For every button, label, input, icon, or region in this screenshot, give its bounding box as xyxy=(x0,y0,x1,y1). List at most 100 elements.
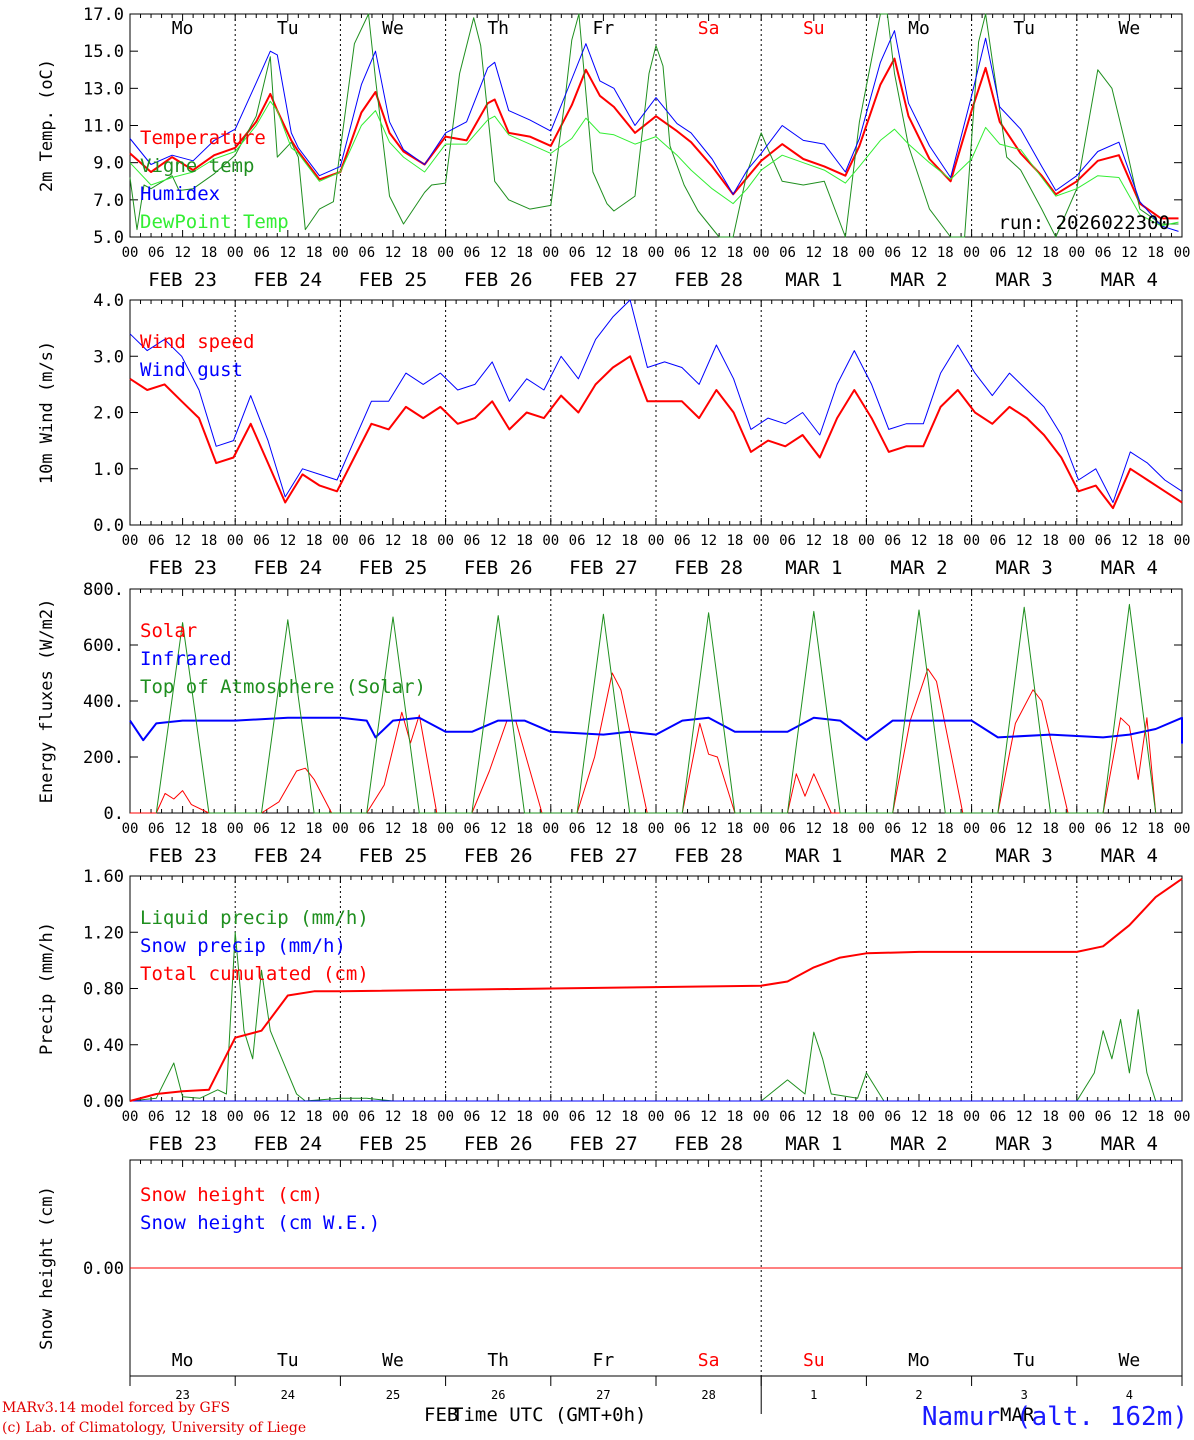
y-axis-label: Snow height (cm) xyxy=(37,1186,57,1350)
hour-tick-label: 06 xyxy=(884,821,901,837)
y-tick-label: 11.0 xyxy=(83,117,124,137)
hour-tick-label: 00 xyxy=(1174,533,1191,549)
day-name: Tu xyxy=(277,1350,299,1371)
legend-entry: Liquid precip (mm/h) xyxy=(140,907,369,929)
hour-tick-label: 12 xyxy=(490,1109,507,1125)
hour-tick-label: 06 xyxy=(989,245,1006,261)
hour-tick-label: 12 xyxy=(805,821,822,837)
y-tick-label: 1.20 xyxy=(83,923,124,943)
hour-tick-label: 12 xyxy=(1016,533,1033,549)
hour-tick-label: 00 xyxy=(1068,245,1085,261)
date-label: FEB 27 xyxy=(569,269,638,291)
hour-tick-label: 12 xyxy=(385,1109,402,1125)
hour-tick-label: 00 xyxy=(122,245,139,261)
legend-entry: Wind gust xyxy=(140,359,243,381)
hour-tick-label: 00 xyxy=(437,821,454,837)
y-tick-label: 800. xyxy=(83,580,124,600)
hour-tick-label: 06 xyxy=(779,245,796,261)
y-axis-label: 10m Wind (m/s) xyxy=(37,341,57,484)
date-label: FEB 26 xyxy=(464,1133,533,1155)
hour-tick-label: 18 xyxy=(411,821,428,837)
day-name: We xyxy=(382,18,404,39)
hour-tick-label: 12 xyxy=(385,533,402,549)
hour-tick-label: 18 xyxy=(200,821,217,837)
hour-tick-label: 00 xyxy=(332,821,349,837)
hour-tick-label: 18 xyxy=(937,821,954,837)
date-label: FEB 23 xyxy=(148,1133,217,1155)
hour-tick-label: 18 xyxy=(516,533,533,549)
day-name: Mo xyxy=(908,18,930,39)
hour-tick-label: 12 xyxy=(279,1109,296,1125)
hour-tick-label: 12 xyxy=(911,245,928,261)
day-name: Su xyxy=(803,1350,825,1371)
y-tick-label: 0.00 xyxy=(83,1259,124,1279)
hour-tick-label: 12 xyxy=(1016,821,1033,837)
hour-tick-label: 06 xyxy=(779,1109,796,1125)
hour-tick-label: 18 xyxy=(832,245,849,261)
date-label: FEB 25 xyxy=(359,845,428,867)
hour-tick-label: 00 xyxy=(227,533,244,549)
hour-tick-label: 00 xyxy=(858,533,875,549)
y-tick-label: 0.40 xyxy=(83,1036,124,1056)
hour-tick-label: 00 xyxy=(1068,533,1085,549)
date-label: FEB 25 xyxy=(359,557,428,579)
hour-tick-label: 18 xyxy=(621,245,638,261)
hour-tick-label: 12 xyxy=(700,1109,717,1125)
day-name: We xyxy=(382,1350,404,1371)
y-tick-label: 9.0 xyxy=(93,154,124,174)
hour-tick-label: 06 xyxy=(674,245,691,261)
hour-tick-label: 12 xyxy=(1016,1109,1033,1125)
hour-tick-label: 18 xyxy=(1042,245,1059,261)
y-tick-label: 3.0 xyxy=(93,347,124,367)
time-axis-label: Time UTC (GMT+0h) xyxy=(452,1404,647,1426)
hour-tick-label: 06 xyxy=(884,245,901,261)
hour-tick-label: 12 xyxy=(595,821,612,837)
hour-tick-label: 12 xyxy=(1121,245,1138,261)
hour-tick-label: 18 xyxy=(832,533,849,549)
y-axis-label: Energy fluxes (W/m2) xyxy=(37,599,57,804)
hour-tick-label: 12 xyxy=(385,245,402,261)
date-label: MAR 1 xyxy=(785,1133,842,1155)
day-name: Th xyxy=(487,18,509,39)
hour-tick-label: 00 xyxy=(332,245,349,261)
hour-tick-label: 18 xyxy=(621,821,638,837)
y-tick-label: 400. xyxy=(83,692,124,712)
hour-tick-label: 18 xyxy=(832,1109,849,1125)
day-number: 2 xyxy=(915,1388,922,1402)
hour-tick-label: 18 xyxy=(726,533,743,549)
y-tick-label: 1.60 xyxy=(83,867,124,887)
hour-tick-label: 12 xyxy=(595,245,612,261)
hour-tick-label: 06 xyxy=(569,821,586,837)
date-label: FEB 24 xyxy=(253,269,322,291)
legend-entry: Snow height (cm) xyxy=(140,1184,323,1206)
hour-tick-label: 06 xyxy=(779,533,796,549)
y-tick-label: 0.0 xyxy=(93,516,124,536)
hour-tick-label: 06 xyxy=(253,245,270,261)
hour-tick-label: 18 xyxy=(516,1109,533,1125)
day-name: Sa xyxy=(698,1350,720,1371)
day-name: Mo xyxy=(908,1350,930,1371)
run-label: run: 2026022300 xyxy=(998,212,1170,234)
hour-tick-label: 06 xyxy=(674,1109,691,1125)
date-label: FEB 23 xyxy=(148,845,217,867)
date-label: MAR 2 xyxy=(890,269,947,291)
series-line-3 xyxy=(129,100,1179,227)
hour-tick-label: 18 xyxy=(1042,1109,1059,1125)
hour-tick-label: 12 xyxy=(279,245,296,261)
hour-tick-label: 06 xyxy=(253,821,270,837)
hour-tick-label: 06 xyxy=(358,533,375,549)
hour-tick-label: 12 xyxy=(490,821,507,837)
hour-tick-label: 12 xyxy=(911,1109,928,1125)
y-tick-label: 1.0 xyxy=(93,460,124,480)
day-number: 28 xyxy=(701,1388,715,1402)
hour-tick-label: 00 xyxy=(437,533,454,549)
hour-tick-label: 06 xyxy=(253,533,270,549)
date-label: FEB 24 xyxy=(253,1133,322,1155)
legend-entry: Snow precip (mm/h) xyxy=(140,935,346,957)
y-tick-label: 7.0 xyxy=(93,191,124,211)
day-name: Sa xyxy=(698,18,720,39)
hour-tick-label: 00 xyxy=(227,821,244,837)
hour-tick-label: 06 xyxy=(358,1109,375,1125)
hour-tick-label: 00 xyxy=(437,1109,454,1125)
hour-tick-label: 06 xyxy=(989,1109,1006,1125)
